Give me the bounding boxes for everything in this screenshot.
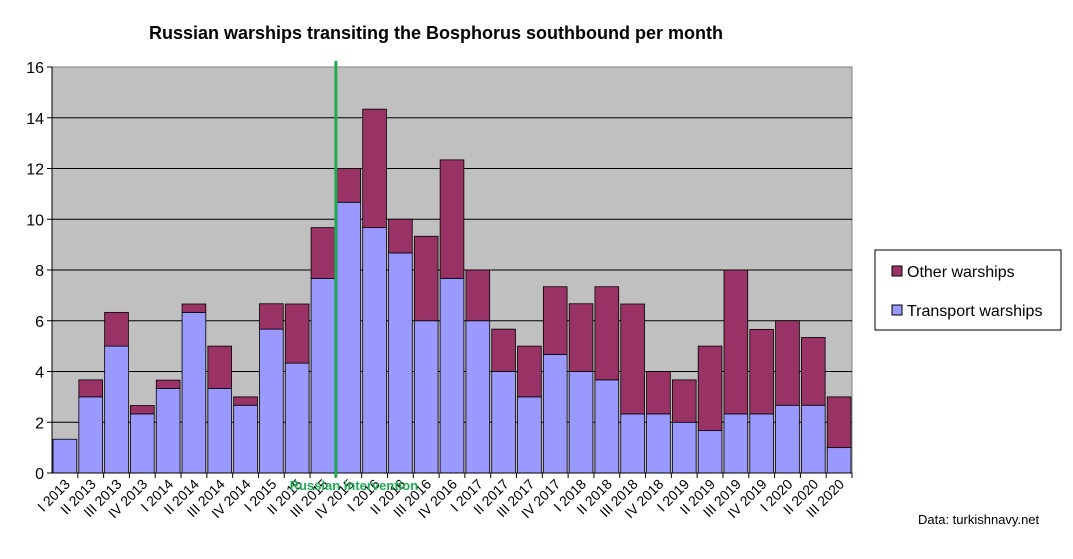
y-tick-label: 2 bbox=[35, 415, 44, 432]
bar-transport bbox=[826, 447, 852, 474]
bar-transport bbox=[181, 311, 207, 474]
bar-other bbox=[78, 379, 103, 398]
bar-other bbox=[697, 345, 723, 432]
y-tick-label: 16 bbox=[26, 60, 44, 77]
bar-other bbox=[491, 328, 516, 372]
y-tick-label: 8 bbox=[35, 263, 44, 280]
legend-swatch-transport bbox=[891, 304, 903, 316]
bar-other bbox=[181, 303, 207, 313]
bar-transport bbox=[413, 320, 439, 474]
bar-transport bbox=[388, 252, 413, 474]
bar-transport bbox=[542, 354, 568, 474]
bar-transport bbox=[362, 227, 387, 474]
bar-transport bbox=[259, 328, 284, 474]
bar-transport bbox=[568, 371, 594, 474]
bar-transport bbox=[439, 277, 465, 474]
legend-swatch-other bbox=[891, 265, 903, 277]
y-tick-label: 6 bbox=[35, 314, 44, 331]
legend-label-other: Other warships bbox=[907, 264, 1015, 281]
bar-other bbox=[775, 320, 800, 406]
bar-transport bbox=[671, 421, 697, 474]
bar-transport bbox=[104, 345, 129, 474]
y-tick-label: 12 bbox=[26, 162, 44, 179]
bar-other bbox=[284, 303, 310, 364]
bar-other bbox=[207, 345, 233, 389]
bar-transport bbox=[52, 438, 78, 474]
bar-transport bbox=[620, 413, 645, 474]
bar-other bbox=[104, 311, 129, 347]
y-tick-label: 14 bbox=[26, 111, 44, 128]
bar-transport bbox=[207, 388, 233, 474]
bar-other bbox=[413, 235, 439, 322]
bar-other bbox=[439, 159, 465, 279]
bar-transport bbox=[130, 413, 155, 474]
legend-box bbox=[874, 249, 1062, 331]
bar-other bbox=[542, 286, 568, 355]
bar-other bbox=[155, 379, 181, 389]
bar-other bbox=[130, 405, 155, 415]
bar-transport bbox=[801, 404, 826, 474]
bar-transport bbox=[310, 277, 336, 474]
bar-transport bbox=[749, 413, 774, 474]
chart-title: Russian warships transiting the Bosphoru… bbox=[149, 23, 723, 43]
bar-other bbox=[362, 108, 387, 229]
intervention-label: Russian intervention bbox=[290, 478, 419, 493]
bar-other bbox=[568, 303, 594, 372]
bar-transport bbox=[155, 388, 181, 474]
bar-other bbox=[594, 286, 620, 381]
bar-other bbox=[620, 303, 645, 415]
legend: Other warships Transport warships bbox=[874, 249, 1062, 331]
bar-transport bbox=[723, 413, 749, 474]
bar-transport bbox=[517, 396, 542, 474]
bar-transport bbox=[233, 404, 258, 474]
bar-other bbox=[388, 218, 413, 254]
bar-transport bbox=[336, 201, 362, 474]
bar-other bbox=[517, 345, 542, 398]
bar-transport bbox=[465, 320, 491, 474]
bar-other bbox=[336, 168, 362, 203]
y-tick-label: 0 bbox=[35, 466, 44, 483]
bar-other bbox=[310, 227, 336, 279]
intervention-annotation: Russian intervention bbox=[290, 61, 419, 493]
bar-other bbox=[826, 396, 852, 449]
y-tick-label: 10 bbox=[26, 212, 44, 229]
y-axis: 0 2 4 6 8 10 12 14 16 bbox=[26, 60, 53, 483]
y-tick-label: 4 bbox=[35, 365, 44, 382]
bar-other bbox=[671, 379, 697, 423]
bar-other bbox=[646, 371, 671, 415]
bar-transport bbox=[775, 404, 800, 474]
bar-other bbox=[259, 303, 284, 330]
bar-transport bbox=[594, 379, 620, 474]
bar-transport bbox=[284, 362, 310, 474]
bar-transport bbox=[78, 396, 103, 474]
bar-other bbox=[801, 337, 826, 406]
bar-other bbox=[749, 328, 774, 415]
bar-other bbox=[233, 396, 258, 406]
bar-transport bbox=[646, 413, 671, 474]
bar-transport bbox=[491, 371, 516, 474]
bar-other bbox=[465, 269, 491, 322]
source-note: Data: turkishnavy.net bbox=[918, 512, 1040, 527]
bar-other bbox=[723, 269, 749, 415]
bar-transport bbox=[697, 430, 723, 474]
legend-label-transport: Transport warships bbox=[907, 303, 1042, 320]
